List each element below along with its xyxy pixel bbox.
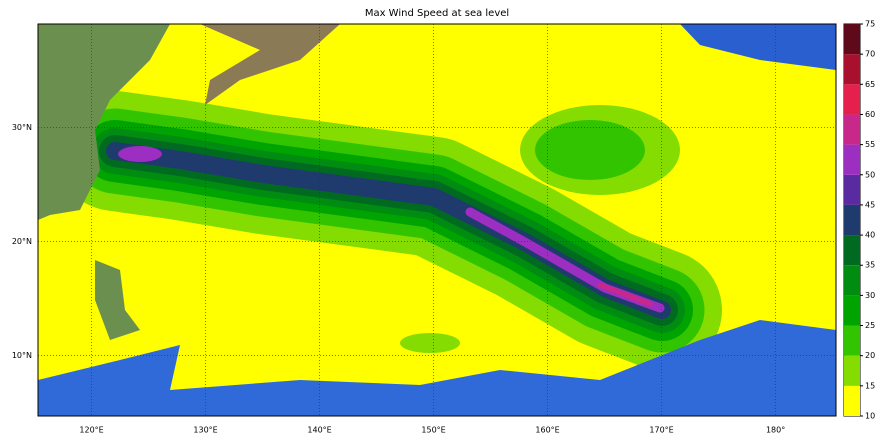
wind-core: [597, 282, 653, 307]
colorbar-bin: [844, 295, 860, 326]
colorbar-bin: [844, 204, 860, 236]
ocean-shading: [680, 24, 836, 70]
colorbar-bin: [844, 385, 860, 416]
map-area: [38, 24, 836, 416]
colorbar-label: 45: [865, 200, 875, 209]
colorbar-bin: [844, 144, 860, 175]
land: [95, 260, 140, 340]
colorbar-label: 25: [865, 321, 875, 330]
x-tick-label: 160°E: [535, 426, 559, 435]
colorbar-label: 30: [865, 291, 875, 300]
colorbar-label: 65: [865, 80, 875, 89]
colorbar-label: 15: [865, 381, 875, 390]
x-tick-label: 180°: [766, 426, 785, 435]
land: [38, 24, 170, 220]
chart-title: Max Wind Speed at sea level: [365, 8, 509, 19]
wind-field: [55, 91, 722, 370]
colorbar-bin: [844, 24, 860, 55]
colorbar-label: 40: [865, 231, 875, 240]
colorbar-label: 55: [865, 140, 875, 149]
y-tick-label: 20°N: [12, 237, 32, 246]
x-tick-label: 150°E: [421, 426, 445, 435]
colorbar-label: 10: [865, 412, 875, 421]
colorbar-label: 20: [865, 351, 875, 360]
colorbar-label: 70: [865, 50, 875, 59]
colorbar-bin: [844, 84, 860, 115]
colorbar-label: 50: [865, 170, 875, 179]
land: [200, 24, 340, 105]
wind-patch: [535, 120, 645, 180]
x-tick-label: 170°E: [649, 426, 673, 435]
ocean-shading: [38, 320, 836, 416]
wind-patch: [400, 333, 460, 353]
x-tick-label: 130°E: [193, 426, 217, 435]
colorbar-bin: [844, 325, 860, 356]
map-frame: [37, 23, 837, 417]
y-tick-label: 30°N: [12, 123, 32, 132]
colorbar-bin: [844, 355, 860, 386]
grid: [38, 24, 836, 416]
colorbar-label: 60: [865, 110, 875, 119]
colorbar-label: 35: [865, 261, 875, 270]
x-tick-label: 120°E: [79, 426, 103, 435]
wind-core: [118, 146, 162, 162]
colorbar-bin: [844, 235, 860, 266]
colorbar-label: 75: [865, 20, 875, 29]
x-tick-label: 140°E: [307, 426, 331, 435]
y-tick-label: 10°N: [12, 351, 32, 360]
colorbar-bin: [844, 114, 860, 145]
colorbar-bin: [844, 174, 860, 205]
colorbar-bin: [844, 265, 860, 296]
colorbar-bin: [844, 54, 860, 85]
